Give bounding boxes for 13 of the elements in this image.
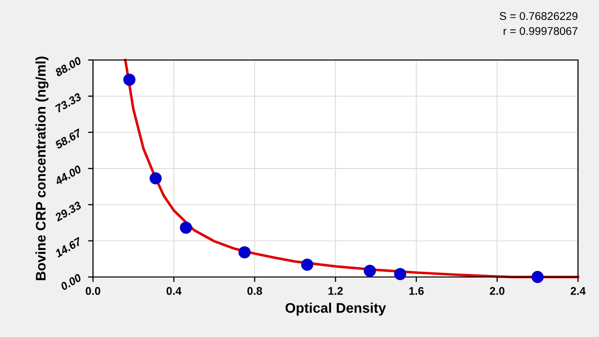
x-tick-label: 0.4 [166, 287, 182, 295]
x-axis-title: Optical Density [286, 302, 386, 316]
y-tick-label: 44.00 [54, 164, 82, 186]
x-tick-label: 0.8 [247, 287, 262, 295]
x-tick-label: 1.2 [328, 287, 343, 295]
y-axis-title: Bovine CRP concentration (ng/ml) [35, 56, 48, 280]
x-tick-label: 2.0 [490, 287, 504, 295]
x-tick-label: 1.6 [409, 287, 424, 295]
x-tick-label: 0.0 [86, 287, 100, 295]
y-tick-label: 0.00 [60, 273, 82, 291]
x-tick-label: 2.4 [570, 287, 586, 295]
text: S = 0.76826229 [500, 12, 578, 20]
text: r = 0.99978067 [504, 27, 578, 35]
